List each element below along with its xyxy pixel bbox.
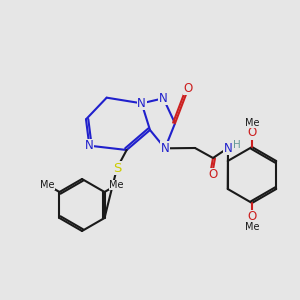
Text: Me: Me xyxy=(245,118,259,128)
Text: N: N xyxy=(85,139,94,152)
Text: O: O xyxy=(184,82,193,95)
Text: Me: Me xyxy=(40,180,55,190)
Text: S: S xyxy=(113,161,121,175)
Text: O: O xyxy=(248,211,256,224)
Text: N: N xyxy=(224,142,232,154)
Text: H: H xyxy=(233,140,241,150)
Text: O: O xyxy=(208,169,217,182)
Text: N: N xyxy=(137,97,146,110)
Text: O: O xyxy=(248,127,256,140)
Text: N: N xyxy=(160,142,169,155)
Text: Me: Me xyxy=(110,180,124,190)
Text: N: N xyxy=(159,92,168,105)
Text: Me: Me xyxy=(245,222,259,232)
